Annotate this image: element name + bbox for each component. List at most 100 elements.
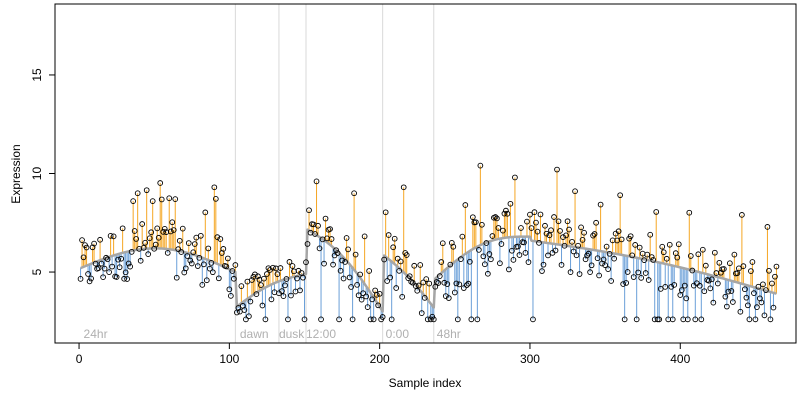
data-point bbox=[531, 209, 538, 216]
plot-frame bbox=[54, 3, 797, 344]
data-point bbox=[617, 192, 623, 199]
data-point bbox=[364, 304, 371, 310]
data-point bbox=[415, 282, 422, 289]
data-point bbox=[656, 316, 663, 323]
data-point bbox=[466, 258, 473, 265]
data-point bbox=[433, 279, 440, 285]
data-point bbox=[702, 262, 709, 269]
data-point bbox=[228, 293, 234, 299]
data-point bbox=[209, 269, 216, 276]
data-point bbox=[285, 316, 291, 323]
data-point bbox=[751, 290, 757, 296]
data-point bbox=[494, 215, 500, 222]
data-point bbox=[155, 234, 162, 241]
data-point bbox=[249, 277, 255, 283]
data-point bbox=[149, 198, 156, 204]
data-point bbox=[148, 229, 155, 236]
data-point bbox=[683, 295, 690, 302]
data-point bbox=[537, 211, 544, 218]
data-point bbox=[509, 247, 515, 254]
data-point bbox=[767, 316, 774, 323]
data-point bbox=[728, 288, 735, 294]
data-point bbox=[188, 260, 195, 267]
data-point bbox=[164, 250, 171, 256]
data-point bbox=[696, 282, 703, 289]
data-point bbox=[708, 276, 715, 283]
data-point bbox=[510, 257, 517, 263]
data-point bbox=[492, 214, 499, 220]
data-point bbox=[662, 284, 669, 290]
data-point bbox=[119, 225, 126, 232]
data-point bbox=[521, 239, 527, 246]
data-point bbox=[376, 290, 383, 297]
data-point bbox=[554, 166, 560, 173]
data-point bbox=[736, 265, 742, 272]
data-point bbox=[145, 251, 152, 257]
data-point bbox=[501, 210, 508, 217]
smooth-layer bbox=[80, 228, 777, 313]
data-point bbox=[536, 240, 542, 246]
data-point bbox=[318, 316, 324, 323]
data-point bbox=[506, 266, 512, 273]
data-point bbox=[116, 264, 123, 271]
data-point bbox=[699, 246, 706, 253]
data-point bbox=[632, 242, 639, 248]
data-point bbox=[100, 274, 106, 281]
data-point bbox=[629, 252, 636, 259]
x-axis-title: Sample index bbox=[389, 376, 462, 390]
data-point bbox=[235, 305, 242, 311]
data-point bbox=[139, 221, 146, 227]
data-point bbox=[435, 280, 442, 286]
data-point bbox=[97, 236, 103, 243]
data-point bbox=[566, 226, 572, 233]
data-point bbox=[530, 316, 536, 323]
data-point bbox=[327, 226, 333, 232]
data-point bbox=[687, 253, 694, 259]
data-point bbox=[721, 266, 727, 272]
data-point bbox=[722, 293, 729, 300]
data-point bbox=[737, 308, 744, 315]
data-point bbox=[125, 260, 132, 267]
data-point bbox=[243, 316, 249, 323]
data-point bbox=[473, 219, 479, 226]
data-point bbox=[518, 225, 524, 231]
data-point bbox=[524, 218, 530, 225]
data-point bbox=[572, 188, 578, 195]
data-point bbox=[137, 257, 144, 264]
data-point bbox=[232, 262, 239, 268]
data-point bbox=[333, 247, 339, 254]
data-point bbox=[367, 316, 374, 323]
data-point bbox=[301, 316, 308, 323]
data-point bbox=[385, 232, 392, 238]
data-point bbox=[127, 263, 134, 270]
data-point bbox=[370, 316, 377, 323]
data-point bbox=[545, 252, 551, 259]
data-point bbox=[170, 227, 177, 233]
data-point bbox=[769, 280, 775, 287]
data-point bbox=[421, 294, 428, 301]
data-point bbox=[268, 296, 275, 303]
data-point bbox=[686, 209, 693, 216]
data-point bbox=[534, 228, 541, 235]
period-label: 0:00 bbox=[386, 327, 410, 341]
data-point bbox=[666, 241, 673, 248]
data-point bbox=[361, 233, 368, 240]
data-point bbox=[581, 229, 587, 236]
data-point bbox=[692, 316, 699, 323]
data-point bbox=[261, 275, 267, 282]
data-point bbox=[489, 233, 496, 239]
data-point bbox=[354, 281, 360, 288]
data-point bbox=[343, 235, 350, 241]
data-point bbox=[175, 246, 182, 253]
data-point bbox=[366, 268, 372, 274]
data-point bbox=[83, 244, 90, 251]
y-axis-title: Expression bbox=[9, 144, 23, 203]
data-point bbox=[507, 200, 514, 207]
data-point bbox=[430, 316, 437, 323]
data-point bbox=[330, 261, 336, 268]
data-point bbox=[460, 285, 467, 291]
data-point bbox=[187, 257, 194, 264]
data-point bbox=[623, 280, 630, 286]
data-point bbox=[382, 209, 389, 216]
data-point bbox=[128, 249, 135, 255]
